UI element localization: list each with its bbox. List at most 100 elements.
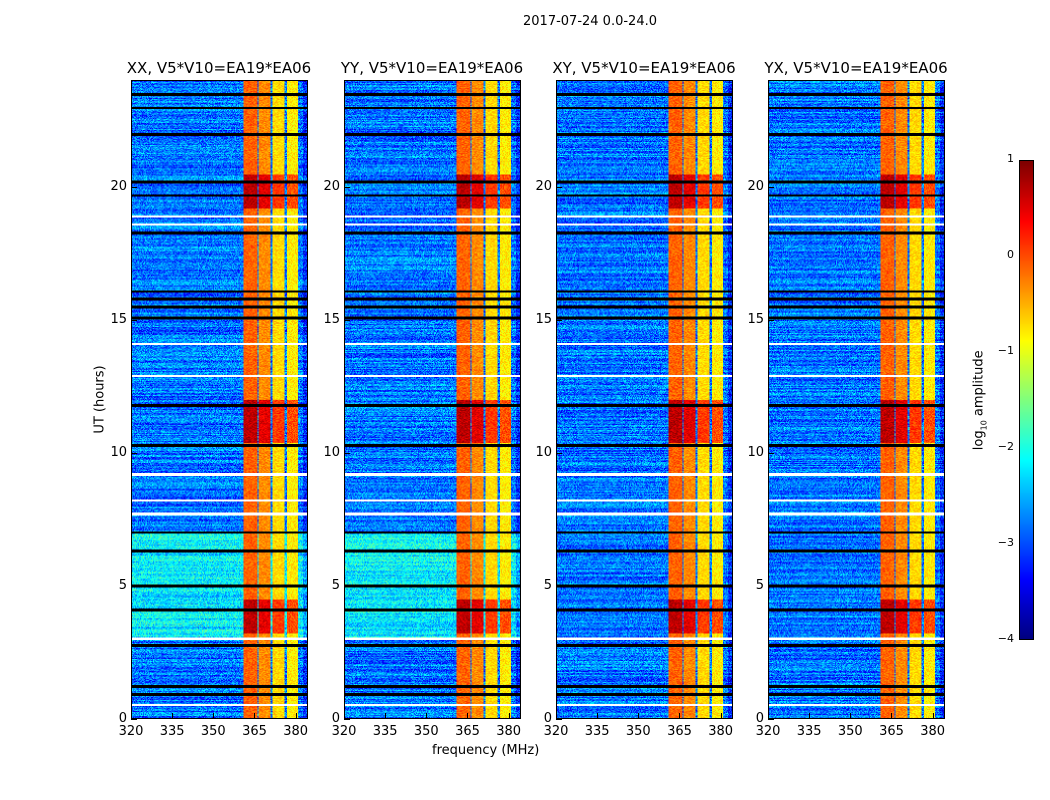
y-tick-mark xyxy=(768,186,774,188)
x-tick-label: 365 xyxy=(667,724,692,739)
y-tick-mark xyxy=(556,585,562,587)
y-tick-mark xyxy=(768,452,774,454)
x-tick-label: 380 xyxy=(496,724,522,739)
x-tick-mark xyxy=(467,713,469,719)
x-tick-mark xyxy=(213,713,215,719)
y-tick-label: 5 xyxy=(755,577,764,593)
y-tick-label: 10 xyxy=(323,444,340,460)
y-tick-mark xyxy=(344,719,350,720)
figure-title: 2017-07-24 0.0-24.0 xyxy=(523,14,657,29)
y-tick-mark xyxy=(344,585,350,587)
x-tick-label: 350 xyxy=(413,724,439,739)
y-tick-label: 15 xyxy=(747,311,764,327)
y-tick-mark xyxy=(556,719,562,720)
y-tick-label: 20 xyxy=(535,178,552,194)
x-tick-mark xyxy=(768,713,769,719)
x-tick-mark xyxy=(891,713,893,719)
y-tick-label: 20 xyxy=(110,178,127,194)
x-tick-label: 320 xyxy=(118,724,144,739)
y-tick-label: 15 xyxy=(110,311,127,327)
panel-title: XY, V5*V10=EA19*EA06 xyxy=(552,59,736,77)
y-tick-mark xyxy=(344,186,350,188)
colorbar-tick-label: −2 xyxy=(997,440,1014,453)
y-tick-mark xyxy=(344,452,350,454)
x-tick-label: 350 xyxy=(625,724,651,739)
colorbar-label: log10 amplitude xyxy=(972,340,989,460)
y-tick-mark xyxy=(131,585,137,587)
y-tick-label: 5 xyxy=(331,577,340,593)
y-tick-mark xyxy=(768,585,774,587)
colorbar-tick-label: 0 xyxy=(1007,248,1014,261)
x-tick-mark xyxy=(131,713,132,719)
y-tick-mark xyxy=(131,319,137,321)
y-tick-label: 5 xyxy=(543,577,552,593)
x-tick-label: 320 xyxy=(543,724,569,739)
x-axis-label: frequency (MHz) xyxy=(432,743,540,758)
x-tick-label: 365 xyxy=(879,724,904,739)
colorbar-tick-label: 1 xyxy=(1007,152,1014,165)
y-tick-mark xyxy=(131,452,137,454)
x-tick-mark xyxy=(254,713,256,719)
x-tick-label: 365 xyxy=(455,724,480,739)
x-tick-mark xyxy=(385,713,387,719)
x-tick-mark xyxy=(720,713,722,719)
panel-title: YY, V5*V10=EA19*EA06 xyxy=(340,59,524,77)
y-tick-mark xyxy=(768,719,774,720)
x-tick-mark xyxy=(809,713,811,719)
y-tick-label: 10 xyxy=(110,444,127,460)
colorbar xyxy=(1019,160,1034,640)
colorbar-tick-label: −3 xyxy=(997,536,1014,549)
x-tick-mark xyxy=(932,713,934,719)
y-tick-label: 0 xyxy=(331,711,340,726)
y-axis-label: UT (hours) xyxy=(92,365,108,434)
x-tick-mark xyxy=(638,713,640,719)
colorbar-tick-label: −1 xyxy=(997,344,1014,357)
x-tick-mark xyxy=(508,713,510,719)
x-tick-label: 380 xyxy=(920,724,946,739)
waterfall-image xyxy=(557,81,732,718)
y-tick-label: 15 xyxy=(323,311,340,327)
waterfall-panel xyxy=(556,80,733,719)
colorbar-label-prefix: log xyxy=(971,430,987,451)
x-tick-label: 335 xyxy=(159,724,185,739)
colorbar-tick-label: −4 xyxy=(997,632,1014,645)
x-tick-mark xyxy=(295,713,297,719)
colorbar-label-suffix: amplitude xyxy=(971,350,987,421)
waterfall-panel xyxy=(344,80,521,719)
y-tick-mark xyxy=(344,319,350,321)
y-tick-label: 10 xyxy=(535,444,552,460)
y-tick-label: 5 xyxy=(118,577,127,593)
panel-title: XX, V5*V10=EA19*EA06 xyxy=(126,59,312,77)
panel-title: YX, V5*V10=EA19*EA06 xyxy=(764,59,948,77)
y-tick-label: 0 xyxy=(118,711,127,726)
x-tick-label: 350 xyxy=(200,724,226,739)
x-tick-label: 335 xyxy=(584,724,610,739)
x-tick-mark xyxy=(172,713,174,719)
y-tick-label: 20 xyxy=(747,178,764,194)
x-tick-label: 380 xyxy=(283,724,309,739)
waterfall-panel xyxy=(768,80,945,719)
x-tick-label: 320 xyxy=(755,724,781,739)
waterfall-image xyxy=(769,81,944,718)
x-tick-label: 365 xyxy=(242,724,267,739)
y-tick-label: 0 xyxy=(755,711,764,726)
x-tick-mark xyxy=(850,713,852,719)
x-tick-label: 335 xyxy=(372,724,398,739)
y-tick-mark xyxy=(556,452,562,454)
y-tick-mark xyxy=(556,319,562,321)
waterfall-image xyxy=(132,81,307,718)
x-tick-label: 320 xyxy=(331,724,357,739)
waterfall-image xyxy=(345,81,520,718)
x-tick-mark xyxy=(344,713,345,719)
x-tick-label: 380 xyxy=(708,724,734,739)
x-tick-mark xyxy=(679,713,681,719)
x-tick-label: 350 xyxy=(837,724,863,739)
y-tick-mark xyxy=(556,186,562,188)
y-tick-label: 0 xyxy=(543,711,552,726)
x-tick-mark xyxy=(426,713,428,719)
y-tick-mark xyxy=(768,319,774,321)
colorbar-label-sub: 10 xyxy=(979,420,989,431)
x-tick-mark xyxy=(556,713,557,719)
y-tick-label: 10 xyxy=(747,444,764,460)
y-tick-label: 20 xyxy=(323,178,340,194)
